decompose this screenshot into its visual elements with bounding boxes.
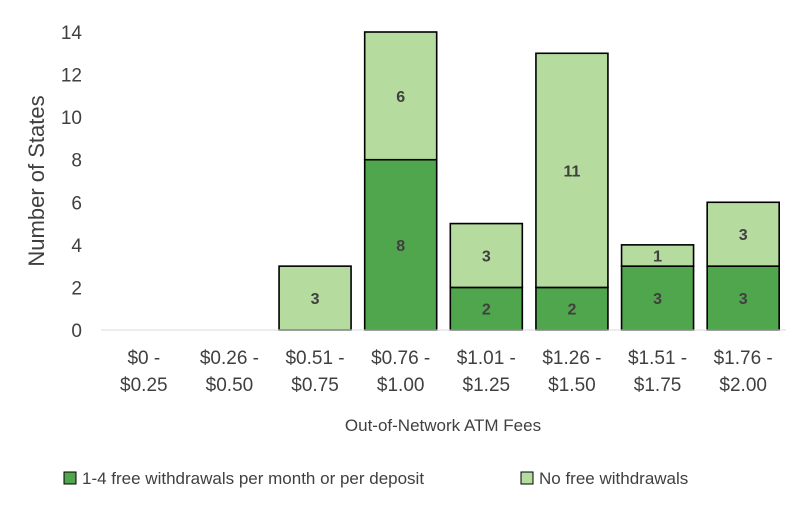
x-tick-label: $0.75 bbox=[291, 375, 339, 396]
y-tick-label: 2 bbox=[71, 278, 82, 299]
data-label: 3 bbox=[311, 291, 320, 308]
x-axis-ticks: $0 - $0.25 $0.26 - $0.50 $0.51 - $0.75 $0.76 -… bbox=[120, 348, 773, 396]
x-tick-label: $1.26 - bbox=[542, 348, 601, 369]
x-tick-label: $0.50 bbox=[206, 375, 254, 396]
x-tick-label: $1.01 - bbox=[457, 348, 516, 369]
x-tick-label: $1.25 bbox=[463, 375, 511, 396]
bar-segment bbox=[535, 286, 609, 331]
y-tick-label: 0 bbox=[71, 321, 82, 342]
x-tick-label: $1.00 bbox=[377, 375, 425, 396]
data-label: 2 bbox=[482, 302, 491, 319]
x-tick-label: $1.51 - bbox=[628, 348, 687, 369]
x-tick-label: $0 - bbox=[127, 348, 160, 369]
y-tick-label: 12 bbox=[61, 66, 82, 87]
x-tick-label: $0.26 - bbox=[200, 348, 259, 369]
y-tick-label: 6 bbox=[71, 193, 82, 214]
x-tick-label: $0.25 bbox=[120, 375, 168, 396]
y-tick-label: 8 bbox=[71, 151, 82, 172]
bar-segment bbox=[363, 31, 438, 161]
y-axis-ticks: 0 2 4 6 8 10 12 14 bbox=[61, 23, 83, 342]
legend-swatch bbox=[63, 471, 77, 485]
legend: 1-4 free withdrawals per month or per de… bbox=[63, 469, 688, 488]
legend-swatch bbox=[520, 471, 534, 485]
data-label: 3 bbox=[739, 291, 748, 308]
data-label: 6 bbox=[396, 89, 405, 106]
legend-label: No free withdrawals bbox=[539, 469, 688, 488]
bar-segment bbox=[535, 52, 609, 289]
data-label: 2 bbox=[567, 302, 576, 319]
x-tick-label: $0.76 - bbox=[371, 348, 430, 369]
y-tick-label: 14 bbox=[61, 23, 83, 44]
x-tick-label: $1.75 bbox=[634, 375, 682, 396]
bar-segment bbox=[363, 158, 438, 331]
data-label: 3 bbox=[739, 227, 748, 244]
bar-segment bbox=[620, 244, 695, 267]
bars: 3 8 6 2 3 2 11 3 1 3 3 bbox=[278, 31, 780, 331]
bar-segment bbox=[620, 265, 695, 331]
x-tick-label: $1.50 bbox=[548, 375, 596, 396]
x-tick-label: $0.51 - bbox=[285, 348, 344, 369]
data-label: 3 bbox=[653, 291, 662, 308]
data-label: 3 bbox=[482, 249, 491, 266]
y-tick-label: 4 bbox=[71, 236, 82, 257]
bar-segment bbox=[449, 286, 524, 331]
x-tick-label: $1.76 - bbox=[714, 348, 773, 369]
bar-segment bbox=[449, 222, 524, 289]
x-axis-title: Out-of-Network ATM Fees bbox=[345, 416, 541, 435]
data-label: 8 bbox=[396, 238, 405, 255]
bar-segment bbox=[278, 265, 352, 331]
y-tick-label: 10 bbox=[61, 108, 82, 129]
x-tick-label: $2.00 bbox=[719, 375, 767, 396]
bar-segment bbox=[706, 201, 780, 267]
y-axis-title: Number of States bbox=[24, 95, 49, 266]
data-label: 11 bbox=[563, 163, 580, 180]
data-label: 1 bbox=[653, 249, 662, 266]
bar-segment bbox=[706, 265, 780, 331]
legend-label: 1-4 free withdrawals per month or per de… bbox=[82, 469, 424, 488]
